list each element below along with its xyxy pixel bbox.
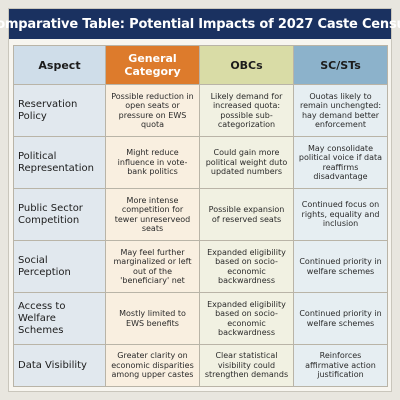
table-row: Social Perception May feel further margi… — [13, 240, 388, 293]
aspect-cell: Reservation Policy — [13, 84, 106, 137]
header-sc-sts: SC/STs — [293, 45, 388, 85]
obc-cell: Likely demand for increased quota: possi… — [199, 84, 294, 137]
header-general-category: General Category — [105, 45, 200, 85]
general-cell: More intense competition for tewer unres… — [105, 188, 200, 241]
sc-st-cell: May consolidate political voice if data … — [293, 136, 388, 189]
sc-st-cell: Continued focus on rights, equality and … — [293, 188, 388, 241]
general-cell: Possible reduction in open seats or pres… — [105, 84, 200, 137]
aspect-cell: Social Perception — [13, 240, 106, 293]
obc-cell: Clear statistical visibility could stren… — [199, 344, 294, 387]
table-row: Access to Welfare Schemes Mostly limited… — [13, 292, 388, 345]
sc-st-cell: Continued priority in welfare schemes — [293, 240, 388, 293]
sc-st-cell: Continued priority in welfare schemes — [293, 292, 388, 345]
sc-st-cell: Ouotas likely to remain unchengted: hay … — [293, 84, 388, 137]
aspect-cell: Political Representation — [13, 136, 106, 189]
aspect-cell: Public Sector Competition — [13, 188, 106, 241]
header-obcs: OBCs — [199, 45, 294, 85]
header-aspect: Aspect — [13, 45, 106, 85]
table-row: Public Sector Competition More intense c… — [13, 188, 388, 241]
header-row: Aspect General Category OBCs SC/STs — [13, 45, 388, 85]
obc-cell: Possible expansion of reserved seats — [199, 188, 294, 241]
obc-cell: Could gain more political weight duto up… — [199, 136, 294, 189]
table-row: Data Visibility Greater clarity on econo… — [13, 344, 388, 387]
table-title: Comparative Table: Potential Impacts of … — [0, 9, 400, 39]
general-cell: Mostly limited to EWS benefits — [105, 292, 200, 345]
aspect-cell: Data Visibility — [13, 344, 106, 387]
table-row: Political Representation Might reduce in… — [13, 136, 388, 189]
table-row: Reservation Policy Possible reduction in… — [13, 84, 388, 137]
aspect-cell: Access to Welfare Schemes — [13, 292, 106, 345]
sc-st-cell: Reinforces affirmative action justificat… — [293, 344, 388, 387]
comparison-table: Aspect General Category OBCs SC/STs Rese… — [13, 45, 388, 387]
comparison-card: Comparative Table: Potential Impacts of … — [0, 8, 400, 392]
general-cell: Greater clarity on economic disparities … — [105, 344, 200, 387]
general-cell: May feel further marginalized or left ou… — [105, 240, 200, 293]
obc-cell: Expanded eligibility based on socio-econ… — [199, 240, 294, 293]
obc-cell: Expanded eligibility based on socio-econ… — [199, 292, 294, 345]
general-cell: Might reduce influence in vote-bank poli… — [105, 136, 200, 189]
